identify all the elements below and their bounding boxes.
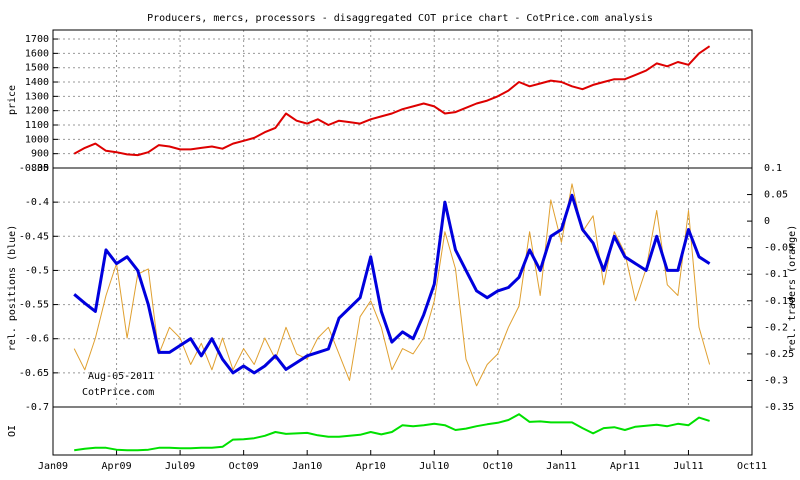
y2-tick-label: 0.05 xyxy=(764,190,788,201)
panel-frame xyxy=(52,406,753,456)
y-tick-label: 1200 xyxy=(25,106,49,117)
y-tick-label: -0.35 xyxy=(19,163,49,174)
y-tick-label: 1300 xyxy=(25,91,49,102)
y-tick-label: 800 xyxy=(31,163,49,174)
data-line xyxy=(73,193,711,375)
x-tick-label: Oct11 xyxy=(737,461,767,472)
y-tick-label: -0.5 xyxy=(25,265,49,276)
y2-tick-label: 0.1 xyxy=(764,163,782,174)
y2-tick-label: 0 xyxy=(764,216,770,227)
y2-tick-label: -0.25 xyxy=(764,349,794,360)
x-tick-label: Apr11 xyxy=(610,461,640,472)
y2-tick-label: -0.3 xyxy=(764,375,788,386)
x-tick-label: Apr10 xyxy=(356,461,386,472)
x-tick-label: Jul11 xyxy=(673,461,703,472)
y-axis-label: rel. positions (blue) xyxy=(7,225,18,351)
data-line xyxy=(74,413,710,452)
x-tick-label: Jul10 xyxy=(419,461,449,472)
y-tick-label: 1600 xyxy=(25,48,49,59)
y-tick-label: 1000 xyxy=(25,134,49,145)
x-tick-label: Jan10 xyxy=(292,461,322,472)
x-tick-label: Jan11 xyxy=(546,461,576,472)
y-tick-label: -0.65 xyxy=(19,368,49,379)
y-tick-label: 1700 xyxy=(25,34,49,45)
data-line xyxy=(73,183,711,387)
chart-title: Producers, mercs, processors - disaggreg… xyxy=(147,13,653,24)
y-tick-label: -0.45 xyxy=(19,231,49,242)
y-tick-label: -0.55 xyxy=(19,300,49,311)
y-tick-label: -0.7 xyxy=(25,402,49,413)
y2-tick-label: -0.35 xyxy=(764,402,794,413)
y-tick-label: -0.4 xyxy=(25,197,49,208)
x-tick-label: Oct09 xyxy=(229,461,259,472)
y2-tick-label: -0.05 xyxy=(764,243,794,254)
y2-axis-label: rel. traders (orange) xyxy=(787,225,798,351)
x-tick-label: Jan09 xyxy=(38,461,68,472)
annotation: CotPrice.com xyxy=(82,387,154,398)
y-axis-label: price xyxy=(7,85,18,115)
annotation: Aug-05-2011 xyxy=(88,371,154,382)
x-tick-label: Jul09 xyxy=(165,461,195,472)
y-tick-label: 1400 xyxy=(25,77,49,88)
y-tick-label: 900 xyxy=(31,149,49,160)
y2-tick-label: -0.2 xyxy=(764,322,788,333)
x-tick-label: Oct10 xyxy=(483,461,513,472)
y2-tick-label: -0.15 xyxy=(764,296,794,307)
x-tick-label: Apr09 xyxy=(101,461,131,472)
y-tick-label: 1100 xyxy=(25,120,49,131)
y-tick-label: -0.6 xyxy=(25,334,49,345)
y-axis-label: OI xyxy=(7,425,18,437)
data-line xyxy=(73,45,711,157)
y2-tick-label: -0.1 xyxy=(764,269,788,280)
y-tick-label: 1500 xyxy=(25,63,49,74)
